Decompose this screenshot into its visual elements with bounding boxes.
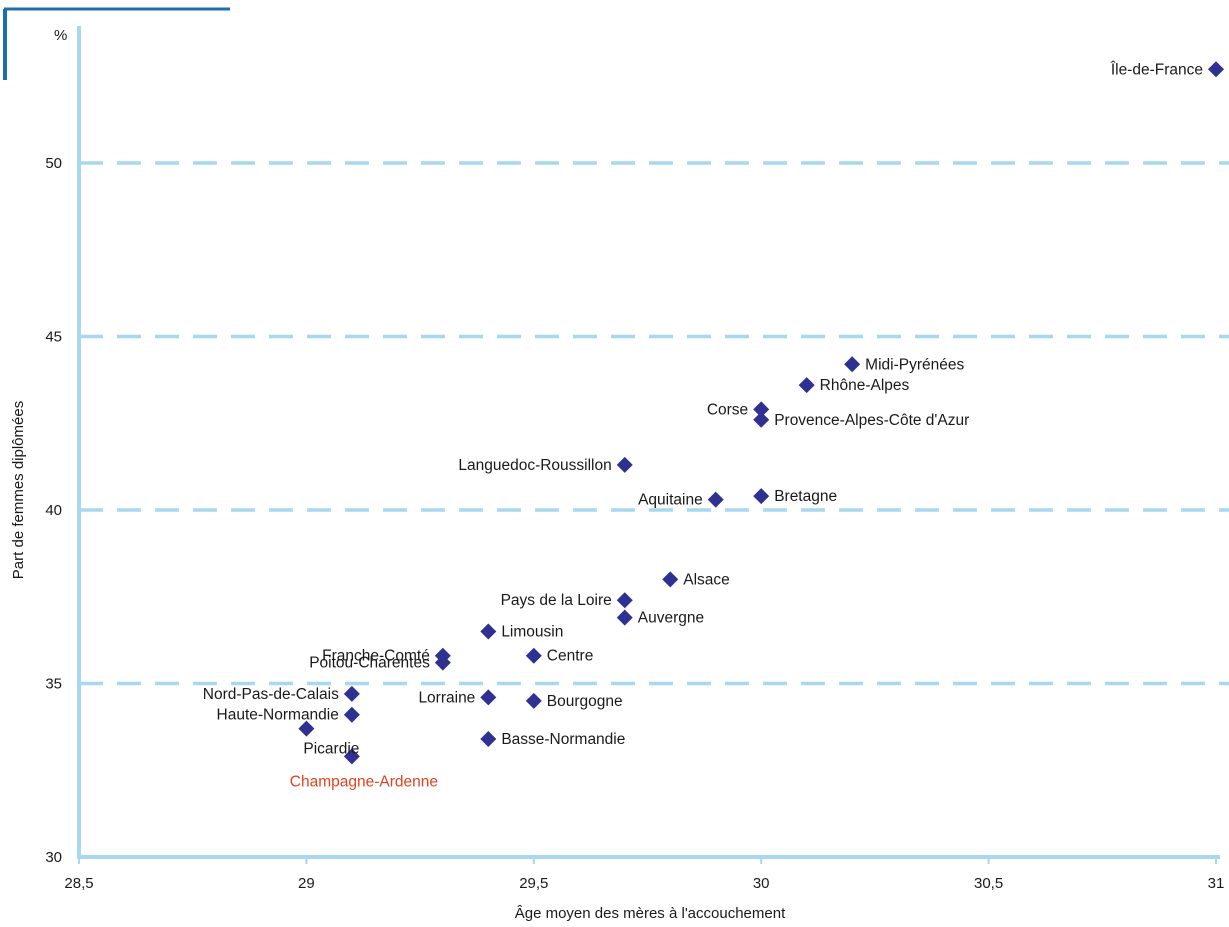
data-point-marker xyxy=(1208,61,1224,78)
data-point-label: Île-de-France xyxy=(1110,61,1203,78)
data-point-marker xyxy=(707,491,724,508)
y-tick-label: 50 xyxy=(45,155,62,172)
gridlines xyxy=(79,161,1229,686)
data-point-label: Corse xyxy=(707,401,748,418)
x-tick-label: 29 xyxy=(298,875,315,892)
data-point-label: Lorraine xyxy=(418,689,475,706)
y-unit-label: % xyxy=(54,27,67,44)
data-point-marker xyxy=(753,411,770,428)
data-point-marker xyxy=(753,488,770,505)
data-point-marker xyxy=(662,571,679,588)
data-point-label: Bretagne xyxy=(774,488,837,505)
data-point-label: Picardie xyxy=(303,741,359,758)
data-point-marker xyxy=(525,647,542,664)
data-point-label: Haute-Normandie xyxy=(217,707,339,724)
x-tick-label: 30 xyxy=(753,875,770,892)
data-point-marker xyxy=(480,623,497,640)
data-point-label: Aquitaine xyxy=(638,492,703,509)
data-point-marker xyxy=(343,685,360,702)
data-point-marker xyxy=(753,401,770,418)
data-point-marker xyxy=(844,356,861,373)
data-point-label: Poitou-Charentes xyxy=(309,655,430,672)
data-point-label: Basse-Normandie xyxy=(501,731,625,748)
data-point-label: Auvergne xyxy=(638,610,704,627)
data-point-label: Bourgogne xyxy=(547,693,623,710)
data-point-label: Franche-Comté xyxy=(322,648,430,665)
data-point-marker xyxy=(525,692,542,709)
data-point-marker xyxy=(343,706,360,723)
y-tick-label: 45 xyxy=(45,329,62,346)
x-axis-title: Âge moyen des mères à l'accouchement xyxy=(515,905,786,922)
x-tick-label: 30,5 xyxy=(974,875,1003,892)
data-point-marker xyxy=(616,456,633,473)
tick-labels: 28,5 29 29,5 30 30,5 31 30 35 40 45 50 xyxy=(45,155,1224,892)
data-point-label: Centre xyxy=(547,648,594,665)
axes xyxy=(77,26,1220,864)
point-labels: Île-de-France Midi-Pyrénées Rhône-Alpes Cor… xyxy=(203,61,1203,790)
data-point-label: Pays de la Loire xyxy=(501,592,612,609)
frame-accent xyxy=(3,7,230,80)
y-tick-label: 35 xyxy=(45,676,62,693)
x-tick-label: 29,5 xyxy=(519,875,548,892)
x-tick-label: 31 xyxy=(1208,875,1225,892)
data-point-marker xyxy=(298,720,315,737)
data-point-label: Languedoc-Roussillon xyxy=(458,457,611,474)
data-point-marker xyxy=(480,731,497,748)
data-point-marker xyxy=(434,654,451,671)
data-point-marker xyxy=(616,592,633,609)
data-point-label: Limousin xyxy=(501,623,563,640)
data-points xyxy=(298,61,1224,765)
data-point-marker xyxy=(343,748,360,765)
data-point-label: Champagne-Ardenne xyxy=(290,773,438,790)
data-point-label: Midi-Pyrénées xyxy=(865,356,964,373)
y-axis-title: Part de femmes diplômées xyxy=(10,401,27,579)
data-point-label: Nord-Pas-de-Calais xyxy=(203,686,339,703)
data-point-marker xyxy=(480,689,497,706)
data-point-label: Provence-Alpes-Côte d'Azur xyxy=(774,412,969,429)
data-point-label: Rhône-Alpes xyxy=(820,377,910,394)
data-point-marker xyxy=(616,609,633,626)
data-point-marker xyxy=(798,377,815,394)
x-tick-label: 28,5 xyxy=(64,875,93,892)
data-point-label: Alsace xyxy=(683,571,730,588)
y-tick-label: 30 xyxy=(45,849,62,866)
y-tick-label: 40 xyxy=(45,502,62,519)
